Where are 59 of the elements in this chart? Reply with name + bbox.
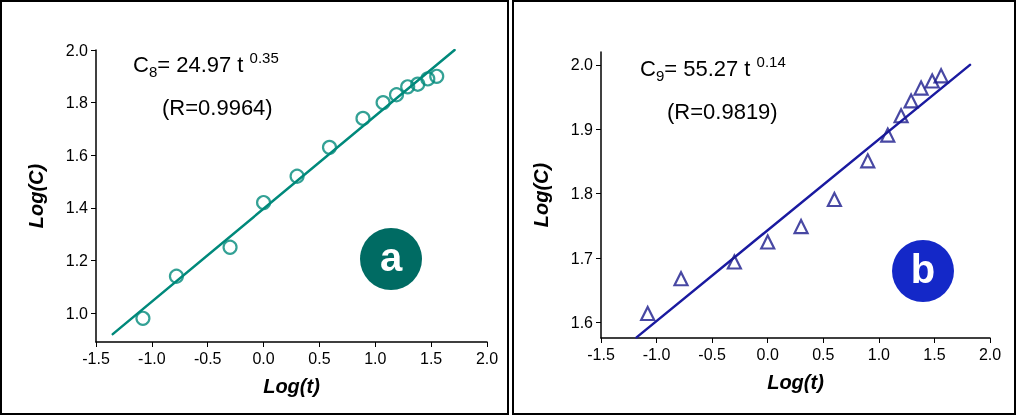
point [933, 68, 949, 84]
x-tick-label: -0.5 [193, 349, 222, 367]
x-tick-label: 1.5 [420, 349, 443, 367]
x-tick-label: 2.0 [978, 345, 1002, 363]
x-tick-label: -1.5 [587, 345, 615, 363]
point [388, 87, 405, 103]
x-tick-label: 2.0 [475, 349, 499, 367]
x-axis-title: Log(t) [767, 371, 825, 393]
y-tick-label: 1.6 [570, 314, 594, 332]
point [726, 254, 742, 270]
point [673, 271, 689, 287]
point [793, 218, 809, 235]
annotation: (R=0.9964) [162, 94, 273, 120]
annotation: (R=0.9819) [667, 98, 778, 124]
point [880, 127, 896, 143]
point [135, 310, 151, 326]
point [640, 305, 656, 322]
y-tick-label: 1.6 [65, 146, 89, 164]
y-tick-label: 2.0 [65, 41, 89, 59]
x-tick-label: 0.0 [756, 345, 779, 363]
y-tick-label: 1.0 [65, 304, 89, 322]
point [355, 110, 371, 126]
point [255, 194, 272, 211]
x-axis-title: Log(t) [263, 375, 321, 397]
y-tick-label: 1.8 [570, 185, 594, 203]
point [410, 76, 426, 92]
point [893, 108, 909, 124]
point [924, 73, 940, 89]
point [289, 168, 305, 184]
point [222, 239, 238, 255]
x-tick-label: -1.0 [642, 345, 671, 363]
point [168, 268, 185, 284]
point [420, 71, 436, 87]
point [826, 191, 842, 208]
x-tick-label: -0.5 [698, 345, 727, 363]
point [375, 95, 391, 111]
point [400, 79, 416, 95]
point [860, 153, 876, 169]
y-axis-title: Log(C) [25, 163, 47, 229]
x-tick-label: 0.5 [308, 349, 331, 367]
point [903, 93, 919, 109]
x-tick-label: -1.0 [138, 349, 166, 367]
x-tick-label: 0.0 [252, 349, 275, 367]
x-tick-label: -1.5 [82, 349, 110, 367]
y-tick-label: 1.4 [65, 199, 89, 217]
point [429, 68, 445, 84]
x-tick-label: 1.5 [923, 345, 946, 363]
y-tick-label: 1.8 [65, 94, 89, 112]
y-tick-label: 2.0 [570, 56, 594, 74]
y-axis-title: Log(C) [530, 162, 552, 228]
x-tick-label: 1.0 [364, 349, 387, 367]
y-tick-label: 1.7 [570, 249, 594, 267]
x-tick-label: 0.5 [812, 345, 835, 363]
x-tick-label: 1.0 [867, 345, 891, 363]
point [321, 139, 338, 155]
y-tick-label: 1.9 [570, 120, 594, 138]
point [913, 80, 929, 96]
y-tick-label: 1.2 [65, 251, 89, 269]
point [760, 234, 776, 250]
